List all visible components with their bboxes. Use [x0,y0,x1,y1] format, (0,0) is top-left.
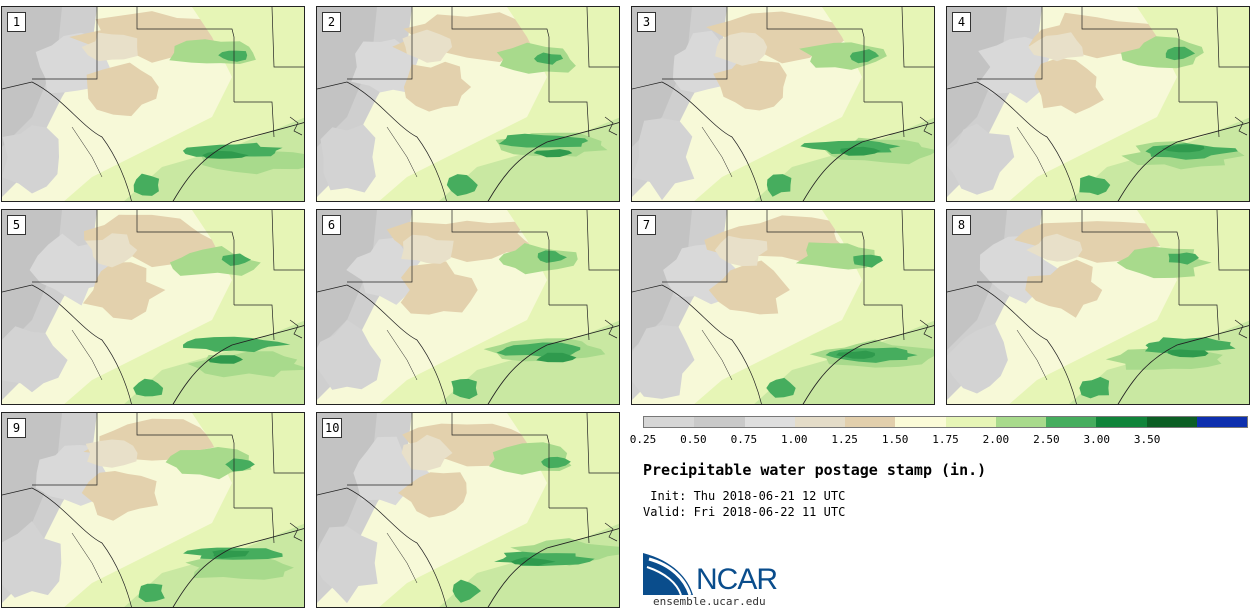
map-title: Precipitable water postage stamp (in.) [643,461,987,479]
colorbar-swatch [845,417,896,427]
pw-map [2,413,304,607]
stamp-panel-8: 8 [946,209,1250,405]
pw-map [947,210,1249,404]
stamp-panel-6: 6 [316,209,620,405]
pw-map [2,7,304,201]
colorbar-swatch [895,417,946,427]
colorbar-swatch [1096,417,1147,427]
colorbar-swatch [644,417,695,427]
stamp-panel-5: 5 [1,209,305,405]
panel-number-label: 1 [7,12,26,32]
colorbar-tick-label: 1.50 [881,433,909,446]
pw-map [317,413,619,607]
valid-time: Valid: Fri 2018-06-22 11 UTC [643,505,846,519]
colorbar-tick-label: 1.25 [831,433,858,446]
colorbar [643,416,1248,428]
colorbar-tick-label: 3.50 [1133,433,1161,446]
panel-number-label: 3 [637,12,656,32]
ncar-logo-icon [643,553,693,595]
colorbar-swatch [995,417,1046,427]
init-time: Init: Thu 2018-06-21 12 UTC [643,489,846,503]
colorbar-swatch [794,417,845,427]
colorbar-tick-label: 1.00 [781,433,808,446]
colorbar-swatch [1146,417,1197,427]
pw-map [2,210,304,404]
panel-number-label: 9 [7,418,26,438]
panel-number-label: 8 [952,215,971,235]
ncar-logo-text: NCAR [696,563,778,596]
colorbar-swatch [744,417,795,427]
panel-number-label: 5 [7,215,26,235]
stamp-panel-3: 3 [631,6,935,202]
colorbar-swatch [694,417,745,427]
panel-number-label: 6 [322,215,341,235]
colorbar-tick-label: 3.00 [1083,433,1111,446]
colorbar-tick-label: 2.00 [982,433,1010,446]
panel-number-label: 2 [322,12,341,32]
website-link[interactable]: ensemble.ucar.edu [653,595,766,608]
colorbar-tick-label: 0.25 [629,433,657,446]
panel-number-label: 4 [952,12,971,32]
colorbar-swatch [945,417,996,427]
colorbar-tick-label: 0.50 [680,433,707,446]
colorbar-tick-label: 2.50 [1033,433,1060,446]
pw-map [317,7,619,201]
stamp-panel-9: 9 [1,412,305,608]
stamp-panel-2: 2 [316,6,620,202]
stamp-panel-7: 7 [631,209,935,405]
colorbar-tick-label: 0.75 [730,433,758,446]
panel-number-label: 7 [637,215,656,235]
colorbar-swatch [1196,417,1247,427]
panel-number-label: 10 [322,418,343,438]
stamp-panel-10: 10 [316,412,620,608]
pw-map [947,7,1249,201]
stamp-panel-1: 1 [1,6,305,202]
colorbar-tick-label: 1.75 [932,433,959,446]
stamp-panel-4: 4 [946,6,1250,202]
pw-map [632,210,934,404]
colorbar-swatch [1046,417,1097,427]
pw-map [317,210,619,404]
pw-map [632,7,934,201]
